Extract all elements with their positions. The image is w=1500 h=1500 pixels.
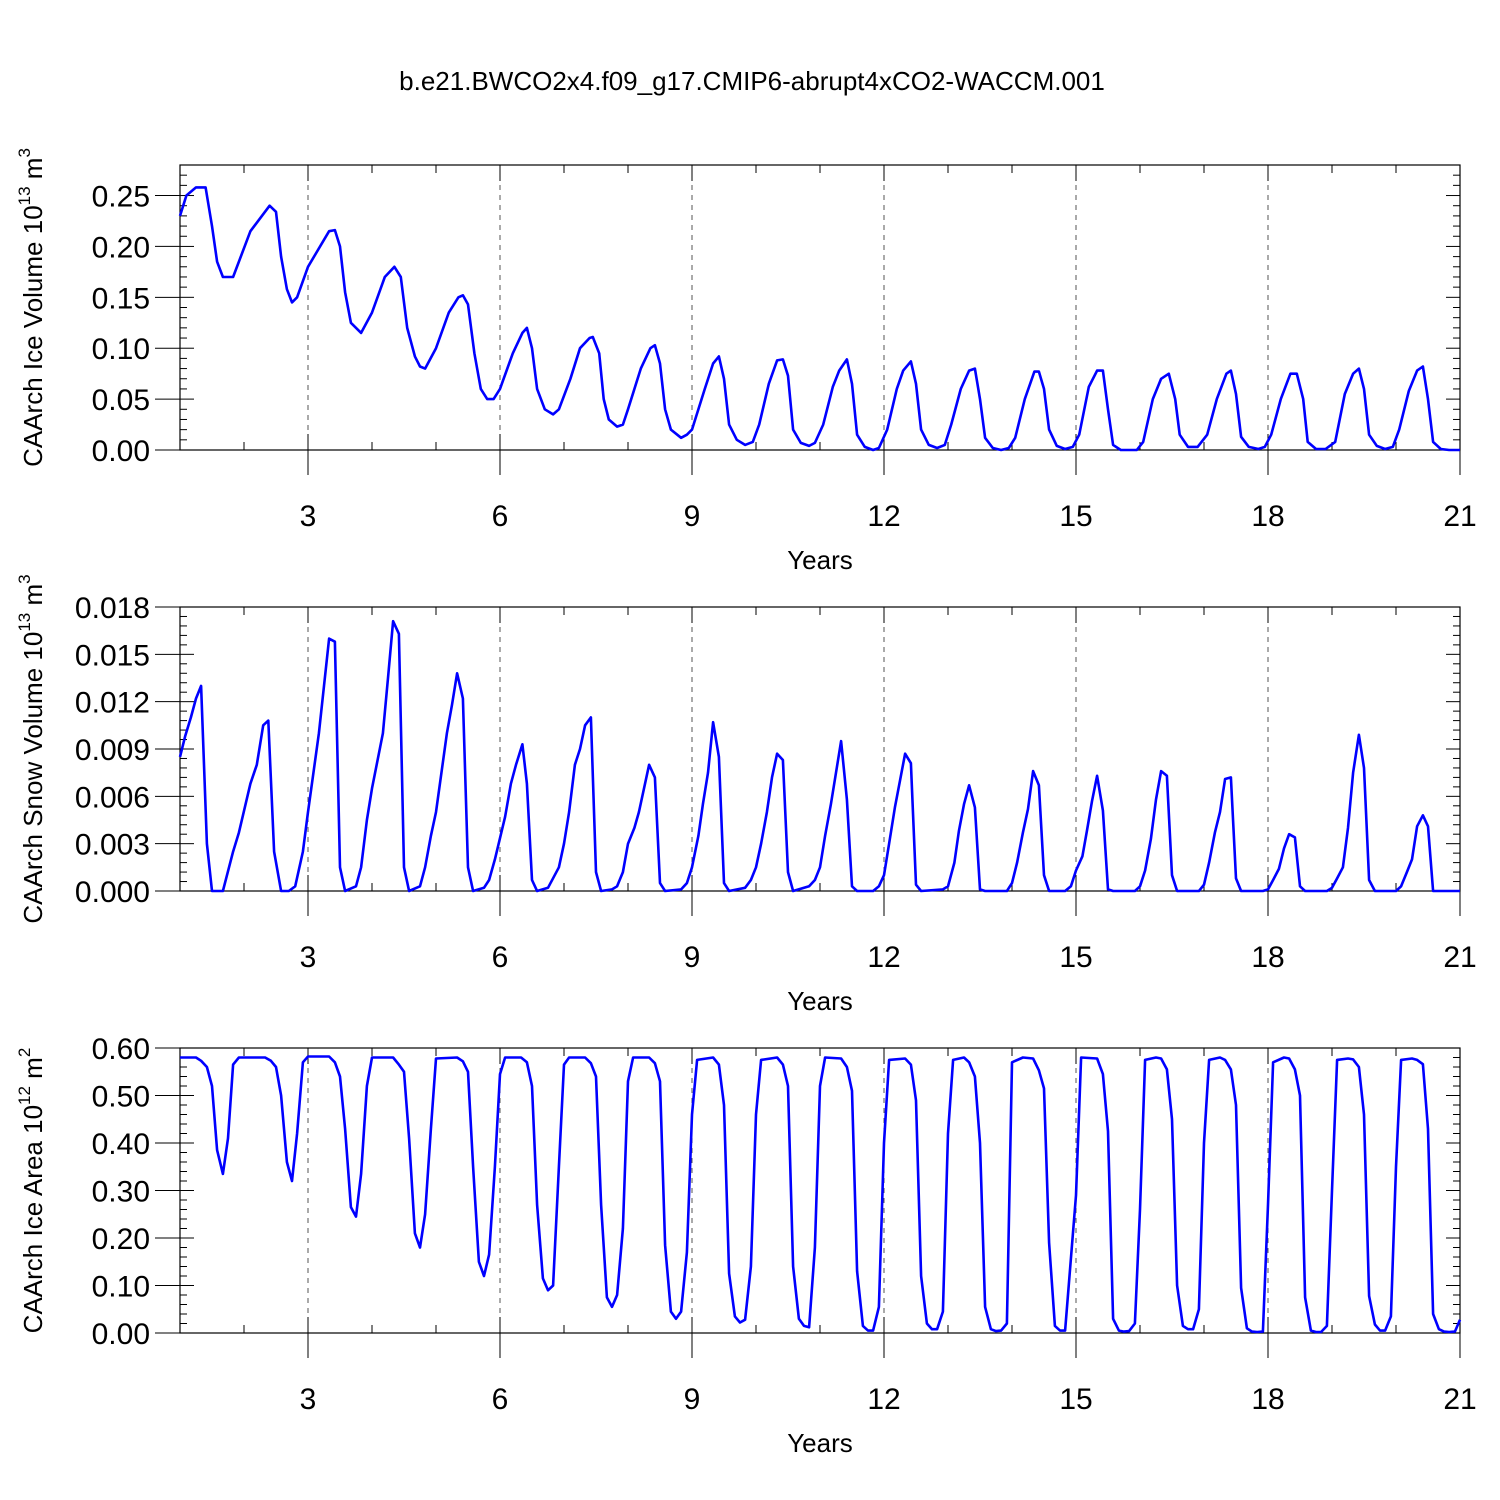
y-tick-label: 0.012 bbox=[75, 687, 150, 720]
x-tick-label: 9 bbox=[684, 941, 701, 974]
y-axis-label-exp: 12 bbox=[15, 1086, 34, 1105]
x-axis-label: Years bbox=[787, 1428, 853, 1458]
x-axis-label: Years bbox=[787, 545, 853, 575]
y-axis-label-unit-exp: 3 bbox=[15, 148, 34, 157]
y-axis-label-unit: m bbox=[18, 1057, 48, 1086]
x-tick-label: 18 bbox=[1251, 500, 1284, 533]
y-tick-label: 0.006 bbox=[75, 781, 150, 814]
y-axis-label-main: CAArch Ice Area 10 bbox=[18, 1105, 48, 1333]
y-tick-label: 0.20 bbox=[92, 231, 150, 264]
y-tick-label: 0.009 bbox=[75, 734, 150, 767]
plot-frame bbox=[179, 606, 1461, 892]
x-tick-label: 12 bbox=[867, 941, 900, 974]
x-tick-label: 15 bbox=[1059, 1383, 1092, 1416]
series-line bbox=[180, 1055, 1462, 1334]
y-tick-label: 0.20 bbox=[92, 1223, 150, 1256]
y-tick-label: 0.000 bbox=[75, 876, 150, 909]
chart-panel-2: 3 6 9 12 15 18 21 0.000 0.003 0.006 0.009 0.012 0.01… bbox=[15, 574, 1477, 1016]
x-tick-label: 18 bbox=[1251, 941, 1284, 974]
y-tick-label: 0.50 bbox=[92, 1081, 150, 1114]
figure-title: b.e21.BWCO2x4.f09_g17.CMIP6-abrupt4xCO2-… bbox=[399, 66, 1105, 96]
y-axis-label-unit-exp: 3 bbox=[15, 574, 34, 583]
y-axis-label: CAArch Ice Volume 1013 m3 bbox=[15, 148, 48, 467]
x-tick-label: 21 bbox=[1443, 941, 1476, 974]
y-tick-label: 0.00 bbox=[92, 435, 150, 468]
y-tick-label: 0.10 bbox=[92, 1271, 150, 1304]
y-tick-label: 0.015 bbox=[75, 639, 150, 672]
y-tick-label: 0.15 bbox=[92, 282, 150, 315]
y-axis-label-unit-exp: 2 bbox=[15, 1048, 34, 1057]
plot-frame bbox=[179, 1047, 1461, 1334]
y-tick-label: 0.003 bbox=[75, 829, 150, 862]
x-tick-label: 21 bbox=[1443, 500, 1476, 533]
x-axis-label: Years bbox=[787, 986, 853, 1016]
y-axis-label-main: CAArch Snow Volume 10 bbox=[18, 632, 48, 924]
plot-frame bbox=[179, 164, 1461, 451]
x-tick-label: 21 bbox=[1443, 1383, 1476, 1416]
x-tick-label: 3 bbox=[300, 941, 317, 974]
y-tick-label: 0.018 bbox=[75, 592, 150, 625]
y-axis-label-unit: m bbox=[18, 584, 48, 613]
x-tick-label: 12 bbox=[867, 1383, 900, 1416]
y-axis-label-exp: 13 bbox=[15, 613, 34, 632]
y-axis-label-main: CAArch Ice Volume 10 bbox=[18, 205, 48, 467]
x-tick-label: 9 bbox=[684, 500, 701, 533]
chart-panel-3: 3 6 9 12 15 18 21 0.00 0.10 0.20 0.30 0.40 0.50 0.60 Y… bbox=[15, 1033, 1477, 1458]
x-tick-label: 18 bbox=[1251, 1383, 1284, 1416]
panels: 3 6 9 12 15 18 21 0.00 0.05 0.10 0.15 0.20 0.25 Years… bbox=[15, 148, 1477, 1458]
x-tick-label: 15 bbox=[1059, 941, 1092, 974]
x-tick-label: 9 bbox=[684, 1383, 701, 1416]
y-tick-label: 0.05 bbox=[92, 384, 150, 417]
y-tick-label: 0.25 bbox=[92, 181, 150, 214]
y-axis-label: CAArch Snow Volume 1013 m3 bbox=[15, 574, 48, 923]
chart-panel-1: 3 6 9 12 15 18 21 0.00 0.05 0.10 0.15 0.20 0.25 Years… bbox=[15, 148, 1477, 575]
y-tick-label: 0.00 bbox=[92, 1318, 150, 1351]
y-axis-label: CAArch Ice Area 1012 m2 bbox=[15, 1048, 48, 1334]
y-axis-label-unit: m bbox=[18, 158, 48, 187]
x-tick-label: 3 bbox=[300, 500, 317, 533]
x-tick-label: 6 bbox=[492, 941, 509, 974]
x-tick-label: 3 bbox=[300, 1383, 317, 1416]
series-line bbox=[178, 619, 1460, 893]
series-line bbox=[178, 186, 1460, 452]
y-axis-label-exp: 13 bbox=[15, 186, 34, 205]
x-tick-label: 12 bbox=[867, 500, 900, 533]
y-tick-label: 0.40 bbox=[92, 1128, 150, 1161]
x-tick-label: 15 bbox=[1059, 500, 1092, 533]
x-tick-label: 6 bbox=[492, 1383, 509, 1416]
y-tick-label: 0.10 bbox=[92, 333, 150, 366]
x-tick-label: 6 bbox=[492, 500, 509, 533]
y-tick-label: 0.30 bbox=[92, 1176, 150, 1209]
y-tick-label: 0.60 bbox=[92, 1033, 150, 1066]
